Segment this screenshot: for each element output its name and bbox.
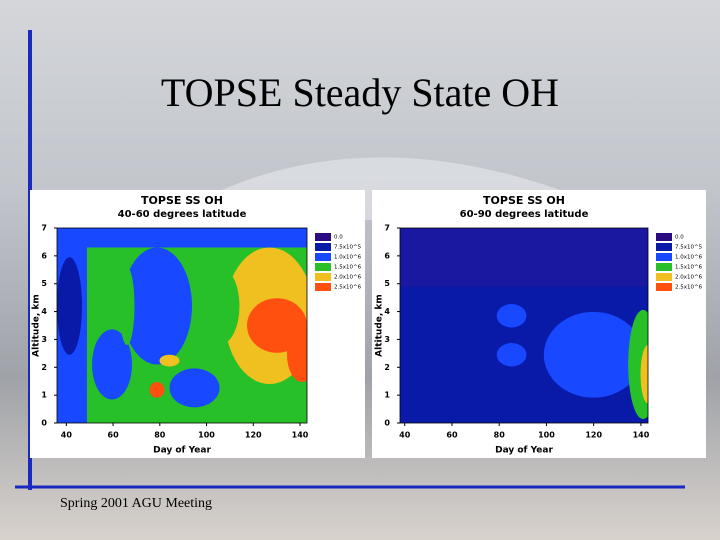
legend-swatch: [656, 273, 672, 281]
x-tick-label: 100: [538, 431, 555, 440]
contour-fill: [57, 228, 307, 248]
contour-fill: [169, 368, 220, 408]
contour-fill: [57, 257, 82, 355]
chart-subtitle: 60-90 degrees latitude: [460, 209, 589, 220]
legend-label: 1.0x10^6: [334, 255, 362, 261]
legend-swatch: [656, 253, 672, 261]
legend-swatch: [315, 233, 331, 241]
slide-title: TOPSE Steady State OH: [161, 70, 559, 115]
legend-swatch: [656, 283, 672, 291]
legend-label: 2.5x10^6: [675, 285, 703, 291]
x-tick-label: 60: [108, 431, 120, 440]
contour-fill: [496, 343, 527, 367]
x-tick-label: 120: [245, 431, 262, 440]
legend-swatch: [656, 233, 672, 241]
legend-label: 2.5x10^6: [334, 285, 362, 291]
y-tick-label: 7: [41, 224, 47, 233]
contour-fill: [400, 228, 648, 287]
legend-swatch: [315, 273, 331, 281]
contour-fill: [199, 267, 240, 345]
x-tick-label: 100: [198, 431, 215, 440]
contour-fill: [640, 345, 648, 404]
contour-fill: [92, 329, 132, 400]
contour-fill: [119, 267, 135, 345]
x-tick-label: 140: [292, 431, 309, 440]
y-axis-label: Altitude, km: [375, 294, 385, 357]
contour-fill: [149, 382, 165, 398]
y-tick-label: 4: [384, 307, 390, 316]
contour-fill: [543, 311, 644, 398]
contour-fill: [122, 247, 192, 365]
contour-fill: [287, 327, 307, 383]
legend-label: 2.0x10^6: [334, 275, 362, 281]
y-tick-label: 4: [41, 307, 47, 316]
legend-label: 7.5x10^5: [675, 245, 703, 251]
plot-frame: [56, 227, 308, 424]
y-tick-label: 7: [384, 224, 390, 233]
legend-label: 1.0x10^6: [675, 255, 703, 261]
chart-title: TOPSE SS OH: [141, 194, 223, 207]
legend-label: 7.5x10^5: [334, 245, 362, 251]
x-tick-label: 60: [446, 431, 458, 440]
x-tick-label: 120: [585, 431, 602, 440]
y-tick-label: 1: [41, 391, 47, 400]
y-tick-label: 0: [41, 419, 47, 428]
x-axis-label: Day of Year: [495, 446, 553, 456]
y-tick-label: 5: [384, 279, 390, 288]
y-axis-label: Altitude, km: [32, 294, 42, 357]
chart-title: TOPSE SS OH: [483, 194, 565, 207]
plot-frame: [399, 227, 649, 424]
y-tick-label: 2: [41, 363, 47, 372]
y-tick-label: 2: [384, 363, 390, 372]
x-tick-label: 140: [633, 431, 650, 440]
contour-field: [57, 228, 307, 423]
legend-swatch: [315, 253, 331, 261]
y-tick-label: 3: [41, 335, 47, 344]
chart-subtitle: 40-60 degrees latitude: [118, 209, 247, 220]
y-tick-label: 3: [384, 335, 390, 344]
x-tick-label: 40: [61, 431, 73, 440]
legend-label: 1.5x10^6: [334, 265, 362, 271]
legend-label: 2.0x10^6: [675, 275, 703, 281]
contour-fill: [159, 354, 180, 367]
x-tick-label: 40: [399, 431, 411, 440]
legend-swatch: [315, 243, 331, 251]
legend-swatch: [315, 263, 331, 271]
legend-swatch: [656, 263, 672, 271]
legend-label: 0.0: [334, 235, 343, 241]
x-tick-label: 80: [494, 431, 506, 440]
x-tick-label: 80: [154, 431, 166, 440]
footer: Spring 2001 AGU Meeting: [60, 496, 212, 511]
y-tick-label: 0: [384, 419, 390, 428]
y-tick-label: 5: [41, 279, 47, 288]
contour-fill: [496, 304, 527, 328]
contour-field: [400, 228, 648, 423]
legend-label: 1.5x10^6: [675, 265, 703, 271]
y-tick-label: 6: [41, 251, 47, 260]
y-tick-label: 1: [384, 391, 390, 400]
legend-label: 0.0: [675, 235, 684, 241]
legend-swatch: [656, 243, 672, 251]
y-tick-label: 6: [384, 251, 390, 260]
x-axis-label: Day of Year: [153, 446, 211, 456]
legend-swatch: [315, 283, 331, 291]
